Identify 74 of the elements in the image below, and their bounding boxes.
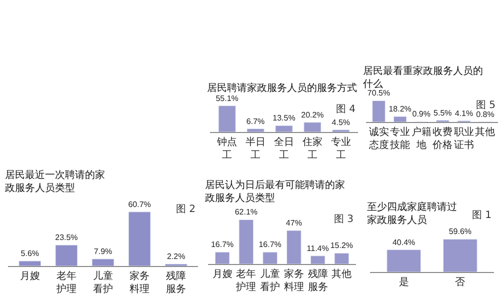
caption: 图 1 — [472, 210, 492, 221]
data-label: 16.7% — [210, 240, 234, 250]
x-tick-label: 家务料理 — [130, 270, 150, 295]
annotation: 图 3 — [334, 214, 354, 225]
data-label: 18.2% — [388, 104, 412, 114]
x-tick-label: 收费价格 — [432, 126, 453, 151]
bar — [334, 252, 350, 264]
bar — [128, 212, 151, 266]
data-label: 7.9% — [94, 246, 112, 256]
bar — [304, 122, 322, 132]
bar — [18, 260, 42, 266]
bar — [275, 125, 293, 132]
x-tick-label: 钟点工 — [216, 136, 238, 161]
x-tick-label: 其他 — [475, 126, 496, 138]
data-label: 2.2% — [166, 252, 186, 262]
x-tick-label: 职业证书 — [454, 126, 474, 151]
bar — [55, 244, 78, 266]
x-tick-label: 家务料理 — [284, 268, 304, 293]
data-label: 5.6% — [20, 249, 40, 258]
bar — [246, 128, 264, 132]
bar — [286, 230, 302, 264]
data-label: 11.4% — [306, 244, 329, 253]
data-label: 13.5% — [272, 114, 296, 123]
x-tick-label: 全日工 — [274, 136, 294, 161]
data-label: 5.5% — [434, 108, 452, 118]
data-label: 70.5% — [367, 88, 390, 98]
x-tick-label: 其他 — [332, 268, 352, 280]
chart-title: 居民最近一次聘请的家政服务人员类型 — [5, 169, 105, 194]
annotation: 图 2 — [176, 204, 196, 215]
annotation: 图 4 — [336, 104, 356, 115]
data-label: 60.7% — [128, 200, 151, 209]
bar — [262, 252, 278, 264]
chart-title: 居民最看重家政服务人员的什么 — [363, 65, 483, 90]
x-tick-label: 老年护理 — [55, 270, 76, 295]
chart-title: 居民聘请家政服务人员的服务方式 — [207, 82, 357, 94]
data-label: 62.1% — [234, 208, 258, 217]
chart-title: 居民认为日后最有可能聘请的家政服务人员类型 — [205, 179, 345, 204]
x-tick-label: 户籍地 — [411, 126, 432, 151]
x-tick-label: 专业技能 — [389, 126, 410, 151]
data-label: 4.1% — [454, 108, 474, 118]
x-tick-label: 住家工 — [302, 136, 322, 161]
bar — [238, 219, 254, 264]
x-tick-label: 儿童看护 — [260, 268, 280, 293]
x-tick-label: 月嫂 — [212, 269, 232, 280]
bar — [393, 116, 407, 122]
bar — [92, 258, 114, 266]
x-tick-label: 月嫂 — [20, 271, 40, 282]
data-label: 47% — [286, 218, 302, 228]
x-tick-label: 儿童看护 — [93, 270, 113, 295]
x-tick-label: 是 — [398, 277, 409, 288]
data-label: 15.2% — [330, 241, 354, 250]
x-tick-label: 半日工 — [246, 136, 266, 161]
x-tick-label: 否 — [455, 277, 466, 288]
data-label: 40.4% — [392, 238, 416, 247]
x-tick-label: 残障服务 — [166, 270, 186, 295]
data-label: 20.2% — [301, 110, 324, 120]
data-label: 0.8% — [476, 110, 494, 119]
bar — [218, 106, 236, 132]
data-label: 0.9% — [412, 110, 430, 119]
data-label: 23.5% — [55, 233, 78, 242]
x-tick-label: 残障服务 — [308, 268, 328, 293]
data-label: 4.5% — [332, 118, 350, 127]
chart-title: 至少四成家庭聘请过家政服务人员 — [367, 201, 457, 226]
data-label: 6.7% — [246, 116, 265, 126]
bar — [214, 252, 230, 264]
data-label: 59.6% — [448, 227, 472, 236]
x-tick-label: 专业工 — [330, 136, 351, 161]
x-tick-label: 老年护理 — [235, 268, 256, 293]
bar — [372, 100, 386, 122]
bar — [310, 256, 326, 264]
x-tick-label: 诚实态度 — [368, 126, 389, 151]
data-label: 16.7% — [258, 240, 282, 250]
annotation: 图 5 — [476, 100, 496, 111]
data-label: 55.1% — [216, 94, 238, 103]
